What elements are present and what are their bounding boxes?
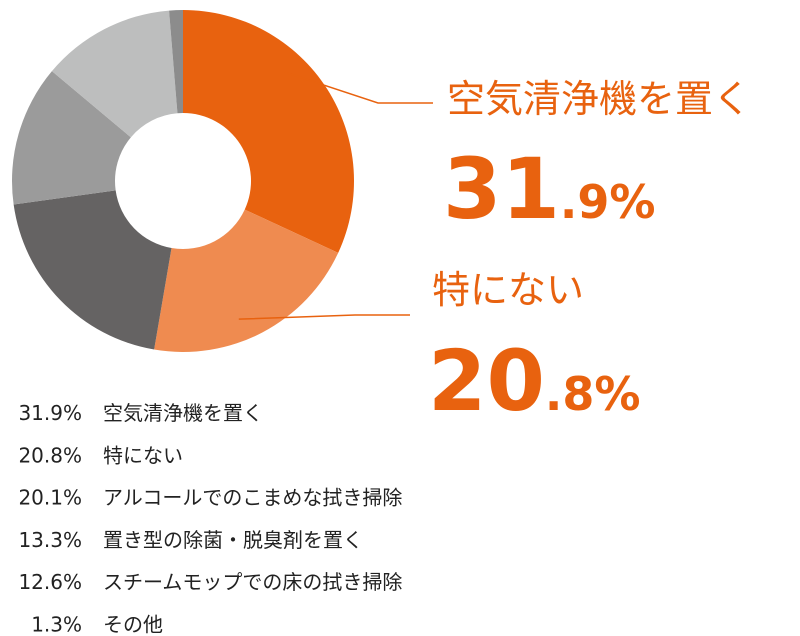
callout-value-int: 31	[443, 140, 560, 238]
legend-value: 20.8%	[18, 443, 82, 467]
legend-label: 特にない	[103, 443, 183, 467]
legend-label: アルコールでのこまめな拭き掃除	[103, 486, 402, 510]
callout-value-frac: .8%	[545, 367, 641, 421]
slice	[183, 10, 354, 253]
slice	[51, 10, 178, 138]
callout-value: 31.9%	[443, 140, 655, 238]
legend-value: 31.9%	[18, 401, 82, 425]
legend-value: 12.6%	[18, 570, 82, 594]
slice	[154, 209, 339, 352]
legend-value: 13.3%	[18, 528, 82, 552]
legend-label: 空気清浄機を置く	[103, 401, 263, 425]
legend-value: 1.3%	[31, 613, 82, 636]
legend-label: 置き型の除菌・脱臭剤を置く	[103, 528, 363, 552]
legend-label: スチームモップでの床の拭き掃除	[103, 570, 402, 594]
callout-value: 20.8%	[428, 332, 640, 430]
slice	[12, 71, 131, 205]
callout-value-int: 20	[428, 332, 545, 430]
callout-label: 特にない	[432, 268, 584, 312]
callout-value-frac: .9%	[560, 175, 656, 229]
slice	[169, 10, 183, 114]
callout-label: 空気清浄機を置く	[447, 77, 751, 121]
slice	[13, 190, 172, 350]
callout-line	[284, 71, 433, 104]
callout-line	[238, 314, 410, 320]
legend-value: 20.1%	[18, 486, 82, 510]
legend-label: その他	[103, 613, 163, 636]
